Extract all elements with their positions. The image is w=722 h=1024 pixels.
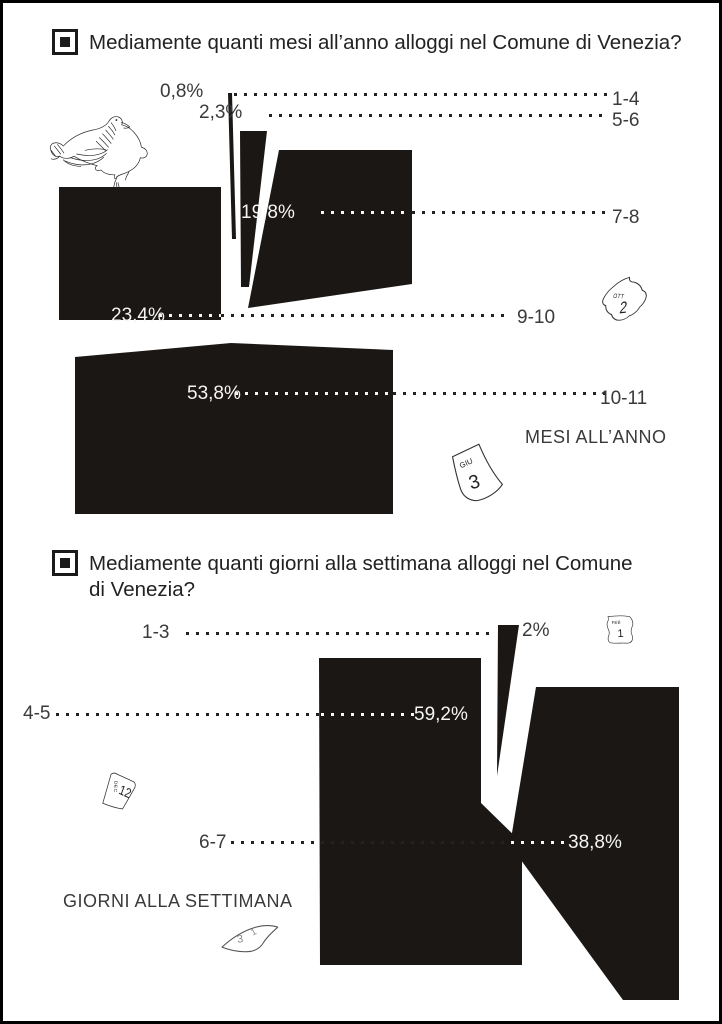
svg-text:1: 1 — [617, 628, 624, 640]
svg-text:DEC: DEC — [113, 781, 118, 793]
svg-text:FEB: FEB — [611, 620, 620, 625]
